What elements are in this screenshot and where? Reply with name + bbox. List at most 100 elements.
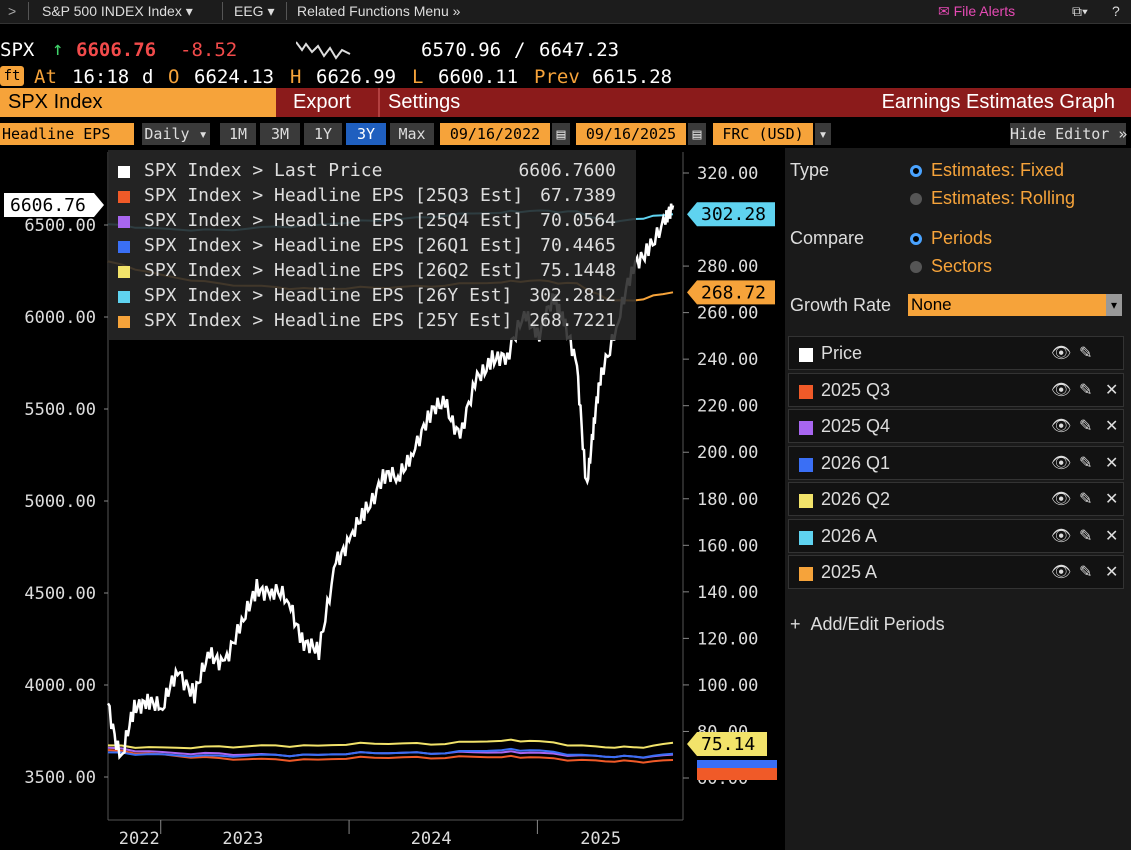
eye-icon[interactable]: 👁 (1051, 345, 1072, 362)
series-row[interactable]: 2025 A 👁 ✎ ✕ (788, 555, 1124, 589)
window-menu-icon[interactable]: ⧉▾ (1072, 3, 1088, 19)
open-label: O (168, 66, 180, 88)
end-date-input[interactable]: 09/16/2025 (576, 123, 686, 145)
x-axis: 2022 2023 2024 2025 (119, 820, 621, 849)
legend-entry: SPX Index > Headline EPS [25Q3 Est] 67.73… (118, 185, 628, 209)
series-row[interactable]: 2026 Q2 👁 ✎ ✕ (788, 482, 1124, 516)
series-color-swatch[interactable] (799, 457, 813, 472)
type-option-rolling[interactable]: Estimates: Rolling (931, 188, 1076, 208)
left-tick-label: 4500.00 (24, 584, 96, 604)
pencil-icon[interactable]: ✎ (1079, 564, 1093, 581)
close-icon[interactable]: ✕ (1105, 381, 1119, 399)
right-tick-label: 280.00 (697, 257, 758, 277)
legend-value: 70.0564 (540, 210, 616, 231)
series-color-swatch[interactable] (799, 530, 813, 545)
function-selector[interactable]: EEG ▾ (234, 3, 275, 20)
hide-editor-button[interactable]: Hide Editor » (1010, 123, 1128, 145)
add-edit-label: Add/Edit Periods (810, 614, 945, 634)
close-icon[interactable]: ✕ (1105, 418, 1119, 435)
add-edit-periods-button[interactable]: + Add/Edit Periods (790, 614, 945, 635)
legend-swatch (118, 266, 130, 278)
calendar-icon[interactable]: ▤ (552, 123, 570, 145)
legend-name: SPX Index > Headline EPS [26Y Est] (144, 285, 513, 306)
series-row[interactable]: 2025 Q4 👁 ✎ ✕ (788, 409, 1124, 443)
range-3m-button[interactable]: 3M (260, 123, 300, 145)
pencil-icon[interactable]: ✎ (1079, 527, 1093, 545)
callout-shape (687, 202, 775, 227)
pencil-icon[interactable]: ✎ (1079, 345, 1093, 362)
close-icon[interactable]: ✕ (1105, 564, 1119, 581)
tab-security[interactable]: SPX Index (0, 88, 276, 117)
callout-label: 6606.76 (10, 195, 86, 216)
callout-shape (687, 732, 767, 756)
radio-selected-icon[interactable] (910, 165, 922, 177)
security-selector[interactable]: S&P 500 INDEX Index ▾ (42, 3, 193, 20)
pencil-icon[interactable]: ✎ (1079, 454, 1093, 472)
divider (286, 2, 287, 20)
close-icon[interactable]: ✕ (1105, 527, 1119, 545)
series-color-swatch[interactable] (799, 421, 813, 435)
radio-unselected-icon[interactable] (910, 261, 922, 273)
day-low: 6570.96 (421, 39, 502, 61)
tab-bar: SPX Index Export Settings Earnings Estim… (0, 88, 1131, 117)
chevron-down-icon[interactable]: ▾ (815, 123, 831, 145)
back-chevron-icon[interactable]: > (8, 3, 17, 19)
close-icon[interactable]: ✕ (1105, 491, 1119, 508)
legend-value: 302.2812 (529, 285, 616, 306)
series-color-swatch[interactable] (799, 384, 813, 399)
currency-selector[interactable]: FRC (USD) (713, 123, 813, 145)
type-option-fixed[interactable]: Estimates: Fixed (931, 160, 1065, 180)
callout-shape (687, 280, 775, 305)
range-max-button[interactable]: Max (390, 123, 434, 145)
radio-selected-icon[interactable] (910, 233, 922, 245)
legend-swatch (118, 216, 130, 228)
calendar-icon[interactable]: ▤ (688, 123, 706, 145)
tab-export[interactable]: Export (293, 91, 351, 113)
series-color-swatch[interactable] (799, 348, 813, 362)
right-tick-label: 100.00 (697, 676, 758, 696)
range-1m-button[interactable]: 1M (220, 123, 256, 145)
pencil-icon[interactable]: ✎ (1079, 381, 1093, 399)
compare-option-sectors[interactable]: Sectors (931, 256, 993, 276)
earnings-estimates-chart[interactable]: 6500.00 6000.00 5500.00 5000.00 4500.00 4000.… (0, 148, 785, 850)
series-row[interactable]: 2026 Q1 👁 ✎ ✕ (788, 445, 1124, 480)
eye-icon[interactable]: 👁 (1051, 527, 1072, 545)
series-row[interactable]: 2026 A 👁 ✎ ✕ (788, 518, 1124, 553)
sparkline-icon (296, 41, 351, 60)
series-line (107, 738, 674, 750)
plus-icon: + (790, 614, 801, 634)
series-row[interactable]: 2025 Q3 👁 ✎ ✕ (788, 372, 1124, 407)
radio-unselected-icon[interactable] (910, 193, 922, 205)
help-button[interactable]: ? (1112, 3, 1120, 19)
compare-option-periods[interactable]: Periods (931, 228, 993, 248)
eye-icon[interactable]: 👁 (1051, 418, 1072, 435)
close-icon[interactable]: ✕ (1105, 454, 1119, 472)
series-color-swatch[interactable] (799, 567, 813, 581)
frequency-label: Daily (144, 125, 190, 143)
double-chevron-right-icon: » (1118, 125, 1128, 143)
eye-icon[interactable]: 👁 (1051, 454, 1072, 472)
high-value: 6626.99 (316, 66, 397, 88)
eye-icon[interactable]: 👁 (1051, 381, 1072, 399)
series-row[interactable]: Price 👁 ✎ (788, 336, 1124, 370)
left-tick-label: 5500.00 (24, 400, 96, 420)
file-alerts-button[interactable]: ✉ File Alerts (938, 3, 1015, 20)
range-3y-button[interactable]: 3Y (346, 123, 386, 145)
range-1y-button[interactable]: 1Y (304, 123, 342, 145)
callout-shape (697, 768, 777, 780)
start-date-input[interactable]: 09/16/2022 (440, 123, 550, 145)
tab-settings[interactable]: Settings (378, 88, 468, 117)
series-color-swatch[interactable] (799, 494, 813, 508)
growth-rate-dropdown[interactable]: None ▾ (908, 294, 1122, 316)
pencil-icon[interactable]: ✎ (1079, 418, 1093, 435)
legend-name: SPX Index > Headline EPS [25Q3 Est] (144, 185, 524, 206)
related-functions-menu[interactable]: Related Functions Menu » (297, 3, 460, 19)
callout-label: 268.72 (701, 282, 766, 303)
field-selector[interactable]: Headline EPS (0, 123, 134, 145)
eye-icon[interactable]: 👁 (1051, 491, 1072, 508)
x-tick-label: 2024 (411, 829, 452, 849)
pencil-icon[interactable]: ✎ (1079, 491, 1093, 508)
frequency-dropdown[interactable]: Daily ▾ (142, 123, 210, 145)
eye-icon[interactable]: 👁 (1051, 564, 1072, 581)
series-label: 2026 Q2 (821, 489, 891, 509)
